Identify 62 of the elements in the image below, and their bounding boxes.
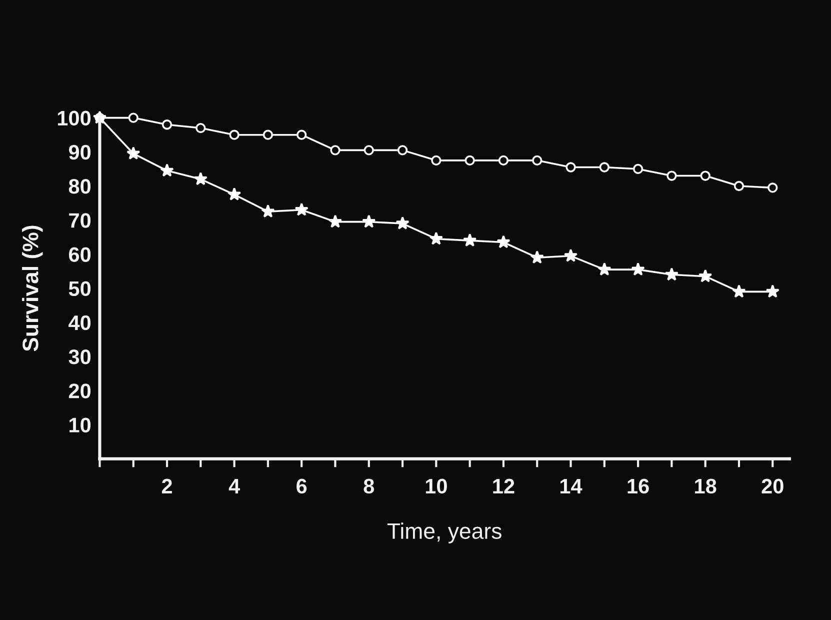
- point: [732, 284, 746, 298]
- point: [128, 112, 138, 123]
- x-tick-label: 16: [628, 478, 649, 494]
- x-tick-label: 18: [695, 478, 716, 494]
- y-tick-label: 70: [69, 213, 91, 228]
- point: [126, 146, 140, 160]
- x-tick-label: 2: [162, 478, 172, 494]
- point: [496, 235, 510, 248]
- point: [296, 130, 307, 140]
- point: [294, 202, 308, 216]
- point: [396, 216, 410, 230]
- y-tick-label: 90: [68, 144, 91, 160]
- x-tick-label: 20: [762, 478, 784, 494]
- y-tick-label: 20: [68, 384, 91, 398]
- y-tick-label: 80: [68, 179, 91, 194]
- point: [698, 269, 712, 282]
- point: [330, 145, 340, 156]
- point: [229, 130, 240, 140]
- point: [599, 162, 610, 172]
- point: [532, 155, 542, 166]
- point: [666, 170, 677, 181]
- point: [464, 155, 475, 166]
- y-tick-label: 30: [68, 350, 91, 364]
- point: [700, 170, 710, 181]
- y-tick-label: 50: [68, 281, 91, 296]
- y-tick-label: 40: [68, 315, 91, 330]
- x-tick-label: 4: [228, 479, 240, 494]
- point: [262, 130, 274, 140]
- point: [632, 164, 644, 174]
- x-tick-label: 12: [493, 478, 514, 494]
- point: [429, 232, 444, 245]
- y-tick-label: 60: [68, 247, 91, 262]
- point: [664, 268, 679, 281]
- y-axis-title: Survival (%): [22, 226, 43, 352]
- x-tick-label: 8: [364, 478, 374, 494]
- point: [194, 172, 208, 186]
- point: [160, 164, 174, 177]
- point: [498, 155, 509, 166]
- point: [196, 122, 206, 134]
- point: [227, 187, 242, 200]
- point: [162, 120, 172, 130]
- point: [564, 248, 578, 262]
- point: [462, 233, 477, 247]
- point: [766, 284, 780, 298]
- y-tick-label: 10: [70, 418, 91, 432]
- y-tick-label: 100: [58, 110, 91, 126]
- point: [397, 145, 408, 156]
- point: [768, 182, 778, 193]
- x-tick-label: 6: [296, 478, 307, 494]
- point: [364, 145, 374, 156]
- point: [530, 250, 544, 264]
- point: [362, 214, 376, 228]
- point: [631, 262, 645, 276]
- x-tick-label: 10: [426, 478, 447, 494]
- x-tick-label: 14: [560, 479, 582, 494]
- point: [261, 204, 275, 218]
- point: [734, 180, 744, 192]
- point: [431, 155, 442, 166]
- point: [328, 214, 342, 228]
- x-axis-title: Time, years: [387, 522, 502, 544]
- point: [598, 262, 612, 276]
- point: [566, 162, 576, 172]
